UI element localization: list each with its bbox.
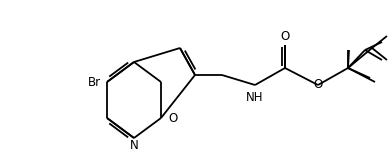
Text: NH: NH <box>246 91 264 104</box>
Text: Br: Br <box>88 76 101 88</box>
Text: O: O <box>168 112 177 124</box>
Text: N: N <box>129 139 138 152</box>
Text: O: O <box>314 79 323 92</box>
Text: O: O <box>280 30 290 43</box>
